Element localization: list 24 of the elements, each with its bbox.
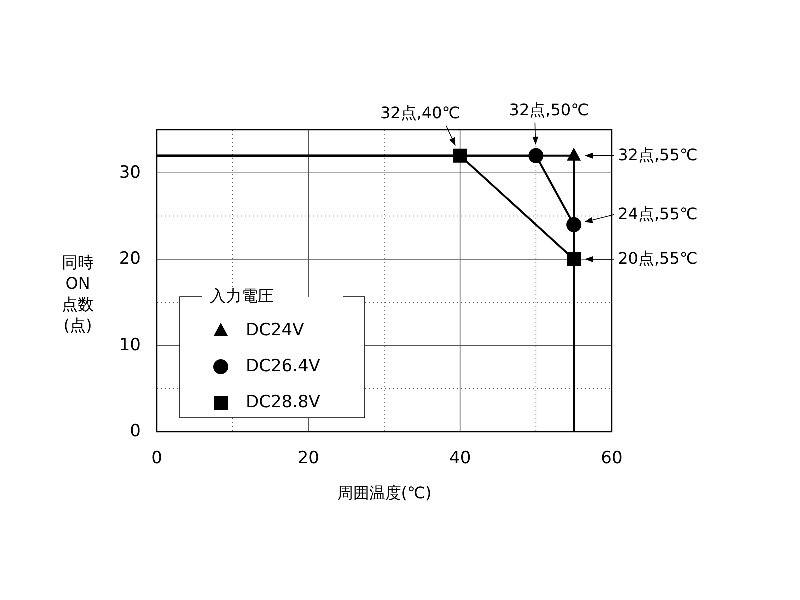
x-tick-label: 60 [601,448,623,469]
annotation: 20点,55℃ [618,248,698,268]
annotation: 32点,55℃ [586,145,698,164]
x-tick-label: 20 [298,448,320,469]
legend-title: 入力電圧 [210,286,274,306]
annotation: 32点,50℃ [509,100,590,120]
annotation: 32点,40℃ [380,103,460,122]
y-axis-title: 同時ON点数(点) [62,253,94,335]
annotation: 24点,55℃ [618,204,698,224]
y-tick-label: 20 [119,249,141,270]
y-tick-label: 10 [119,335,141,356]
annotation: 20点,55℃ [586,248,698,268]
x-axis-title: 周囲温度(℃) [337,483,432,502]
y-tick-label: 30 [119,162,141,183]
y-tick-label: 0 [130,422,141,442]
legend-label: DC28.8V [246,392,321,413]
annotation: 32点,55℃ [618,145,698,164]
legend-label: DC24V [246,320,305,341]
annotation: 32点,40℃ [380,103,460,146]
x-tick-label: 0 [152,448,162,469]
annotation: 32点,50℃ [509,100,590,144]
legend-label: DC26.4V [246,356,321,377]
x-tick-label: 40 [450,448,472,469]
annotation: 24点,55℃ [585,204,698,224]
